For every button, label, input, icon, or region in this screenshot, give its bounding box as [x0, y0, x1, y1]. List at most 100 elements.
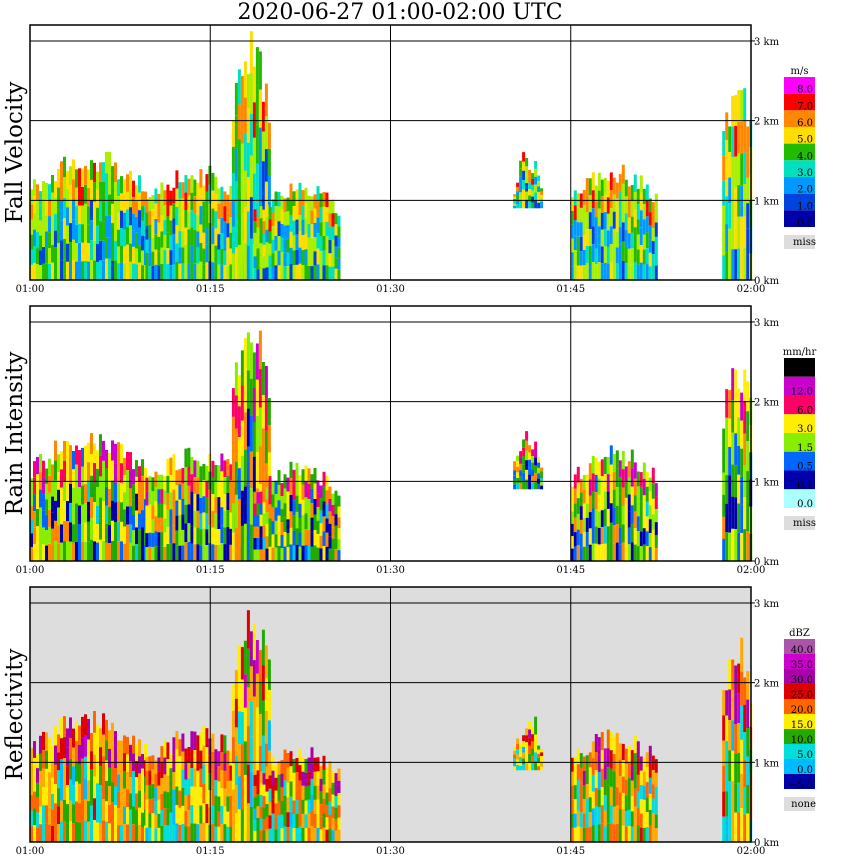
echo-cell [108, 173, 111, 195]
echo-cell [249, 114, 253, 156]
echo-cell [30, 478, 33, 493]
echo-cell [319, 222, 323, 237]
echo-cell [737, 216, 741, 249]
echo-cell [582, 546, 586, 561]
echo-cell [624, 748, 628, 765]
echo-cell [135, 777, 138, 794]
colorbar-level-label: −5.0 [789, 780, 813, 791]
echo-cell [117, 774, 120, 792]
echo-cell [531, 763, 535, 771]
echo-cell [265, 499, 269, 512]
echo-cell [87, 739, 90, 760]
echo-cell [615, 487, 619, 506]
echo-cell [268, 243, 272, 256]
echo-cell [636, 825, 640, 842]
y-tick-label: 3 km [754, 599, 780, 610]
echo-cell [743, 732, 747, 760]
echo-cell [126, 807, 129, 825]
echo-cell [169, 526, 173, 544]
echo-cell [141, 493, 144, 511]
echo-cell [48, 789, 51, 808]
echo-cell [178, 198, 182, 215]
echo-cell [265, 536, 269, 549]
echo-cell [145, 266, 149, 280]
echo-cell [102, 240, 105, 261]
echo-cell [522, 170, 526, 181]
echo-cell [157, 771, 161, 786]
echo-cell [145, 477, 149, 492]
echo-cell [731, 781, 735, 812]
echo-cell [259, 830, 263, 842]
echo-cell [307, 827, 311, 842]
echo-cell [96, 171, 99, 190]
echo-cell [30, 748, 33, 764]
echo-cell [231, 737, 235, 764]
echo-cell [588, 528, 592, 545]
echo-cell [93, 798, 96, 821]
echo-cell [102, 501, 105, 521]
echo-cell [283, 780, 287, 796]
echo-cell [99, 260, 102, 280]
echo-cell [87, 760, 90, 781]
echo-cell [157, 532, 161, 547]
echo-cell [231, 173, 235, 200]
echo-cell [75, 224, 78, 244]
echo-cell [522, 764, 526, 771]
echo-cell [45, 787, 48, 806]
echo-cell [36, 456, 39, 475]
echo-cell [265, 217, 269, 230]
echo-cell [740, 153, 744, 185]
echo-cell [316, 248, 320, 265]
echo-cell [187, 504, 191, 524]
echo-cell [734, 433, 738, 466]
echo-cell [298, 215, 302, 232]
echo-cell [301, 530, 305, 546]
echo-cell [289, 796, 293, 812]
echo-cell [576, 529, 580, 546]
echo-cell [516, 765, 520, 771]
echo-cell [169, 543, 173, 561]
echo-cell [196, 494, 200, 511]
echo-cell [181, 733, 185, 752]
echo-cell [90, 180, 93, 201]
echo-cell [160, 810, 164, 826]
echo-cell [534, 168, 538, 177]
echo-cell [196, 544, 200, 561]
echo-cell [33, 511, 36, 528]
echo-cell [157, 251, 161, 266]
echo-cell [33, 179, 36, 196]
echo-cell [271, 481, 275, 495]
echo-cell [84, 541, 87, 561]
echo-cell [591, 172, 595, 191]
echo-cell [160, 231, 164, 248]
echo-cell [576, 795, 580, 811]
echo-cell [234, 395, 238, 429]
echo-cell [645, 200, 649, 217]
echo-cell [274, 265, 278, 280]
colorbar-swatch [784, 358, 815, 377]
echo-cell [123, 229, 126, 247]
echo-cell [274, 494, 278, 508]
echo-cell [624, 497, 628, 514]
echo-cell [211, 805, 215, 824]
echo-cell [725, 417, 729, 447]
echo-cell [725, 140, 729, 169]
echo-cell [237, 139, 241, 175]
echo-cell [96, 524, 99, 543]
echo-cell [307, 545, 311, 561]
echo-cell [298, 795, 302, 812]
echo-cell [513, 484, 517, 490]
echo-cell [234, 82, 238, 116]
echo-cell [30, 264, 33, 280]
colorbar-swatch [784, 177, 815, 194]
echo-cell [728, 447, 732, 476]
echo-cell [246, 764, 250, 804]
echo-cell [531, 184, 535, 191]
echo-cell [642, 544, 646, 561]
echo-cell [313, 194, 317, 209]
echo-cell [609, 464, 613, 484]
echo-cell [588, 463, 592, 480]
echo-cell [528, 195, 532, 202]
echo-cell [60, 487, 63, 506]
echo-cell [268, 532, 272, 547]
